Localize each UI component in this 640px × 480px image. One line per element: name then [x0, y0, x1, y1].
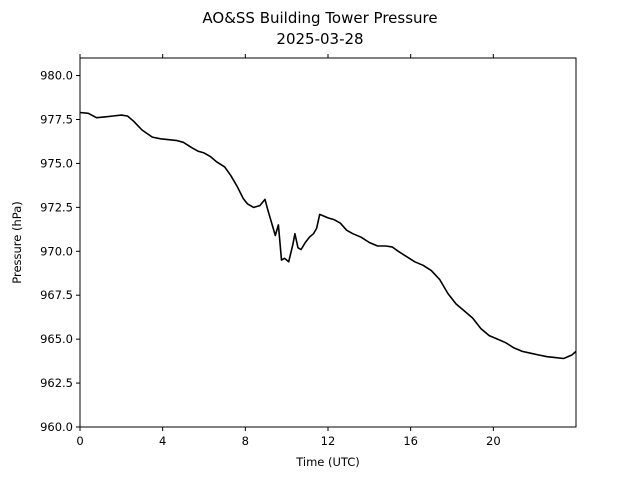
y-tick-label-2: 965.0	[40, 332, 73, 346]
x-tick-label-2: 8	[242, 434, 249, 448]
x-tick-label-5: 20	[486, 434, 501, 448]
pressure-series-line-0	[80, 111, 576, 360]
y-tick-label-1: 962.5	[40, 376, 73, 390]
y-tick-label-4: 970.0	[40, 244, 73, 258]
plot-frame	[79, 57, 577, 428]
y-tick-label-5: 972.5	[40, 200, 73, 214]
y-tick-label-7: 977.5	[40, 113, 73, 127]
x-tick-label-1: 4	[159, 434, 166, 448]
x-axis-label: Time (UTC)	[295, 455, 360, 469]
x-tick-label-4: 16	[403, 434, 418, 448]
x-tick-label-3: 12	[321, 434, 336, 448]
y-tick-label-8: 980.0	[40, 69, 73, 83]
chart-subtitle: 2025-03-28	[276, 30, 363, 48]
x-tick-label-0: 0	[76, 434, 83, 448]
y-tick-label-6: 975.0	[40, 156, 73, 170]
chart-title: AO&SS Building Tower Pressure	[202, 9, 437, 27]
y-axis-label: Pressure (hPa)	[10, 201, 24, 284]
y-tick-label-0: 960.0	[40, 420, 73, 434]
y-tick-label-3: 967.5	[40, 288, 73, 302]
